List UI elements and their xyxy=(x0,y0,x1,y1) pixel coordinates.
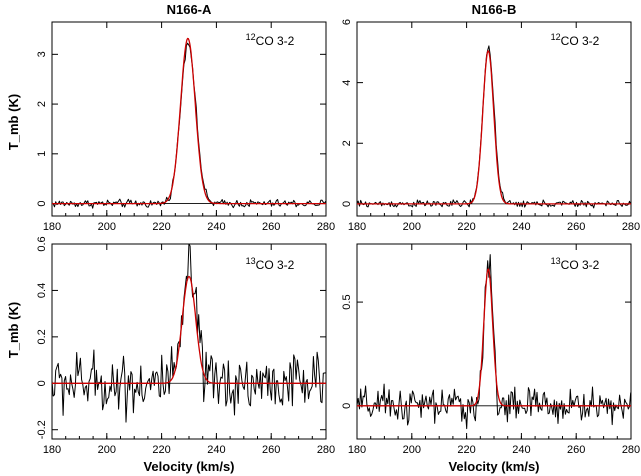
isotope-superscript: 12 xyxy=(551,32,561,42)
x-tick-label: 260 xyxy=(262,444,280,456)
observed-spectrum xyxy=(356,45,632,209)
isotope-superscript: 13 xyxy=(246,256,256,266)
plot-frame xyxy=(51,21,327,217)
isotope-superscript: 12 xyxy=(246,32,256,42)
molecule-transition: CO 3-2 xyxy=(256,34,295,48)
isotope-superscript: 13 xyxy=(551,256,561,266)
panel-n166-b-13co: 180 200 220 240 260 280 0 0.5 13CO 3-2 xyxy=(341,243,640,456)
column-title-n166-a: N166-A xyxy=(167,2,212,17)
x-tick-label: 220 xyxy=(457,444,475,456)
x-tick-label: 220 xyxy=(457,221,475,233)
x-tick-label: 240 xyxy=(512,221,530,233)
y-tick-label: 1 xyxy=(36,151,48,157)
molecule-transition: CO 3-2 xyxy=(561,258,600,272)
x-tick-label: 260 xyxy=(567,221,585,233)
x-axis-title-right: Velocity (km/s) xyxy=(448,459,539,474)
x-tick-label: 240 xyxy=(207,444,225,456)
x-tick-label: 180 xyxy=(43,221,61,233)
line-label: 13CO 3-2 xyxy=(246,256,295,272)
column-title-n166-b: N166-B xyxy=(472,2,517,17)
x-tick-label: 200 xyxy=(403,444,421,456)
x-tick-label: 220 xyxy=(152,444,170,456)
y-axis-title-top: T_mb (K) xyxy=(6,94,21,150)
y-tick-label: 0 xyxy=(341,201,353,207)
x-tick-label: 240 xyxy=(207,221,225,233)
y-tick-label: 2 xyxy=(341,140,353,146)
line-label: 12CO 3-2 xyxy=(246,32,295,48)
y-tick-label: 0.4 xyxy=(36,283,48,298)
observed-spectrum xyxy=(51,42,327,209)
x-tick-label: 180 xyxy=(348,221,366,233)
x-tick-label: 180 xyxy=(43,444,61,456)
x-axis-title-left: Velocity (km/s) xyxy=(143,459,234,474)
line-label: 12CO 3-2 xyxy=(551,32,600,48)
gaussian-fit-line xyxy=(52,37,326,205)
x-tick-label: 200 xyxy=(98,444,116,456)
y-tick-label: 0 xyxy=(36,380,48,386)
molecule-transition: CO 3-2 xyxy=(561,34,600,48)
x-tick-label: 200 xyxy=(98,221,116,233)
y-tick-label: 0.6 xyxy=(36,236,48,251)
observed-spectrum xyxy=(51,243,326,423)
plot-frame xyxy=(51,243,327,440)
y-tick-label: 4 xyxy=(341,80,353,86)
y-tick-label: 3 xyxy=(36,51,48,57)
gaussian-fit-line xyxy=(357,268,631,407)
y-tick-label: 0 xyxy=(36,201,48,207)
panel-n166-b-12co: 180 200 220 240 260 280 0 2 4 6 12CO 3-2 xyxy=(341,19,640,233)
gaussian-fit-line xyxy=(357,50,631,205)
x-tick-label: 200 xyxy=(403,221,421,233)
line-label: 13CO 3-2 xyxy=(551,256,600,272)
x-tick-label: 280 xyxy=(317,444,335,456)
x-tick-label: 260 xyxy=(567,444,585,456)
x-tick-label: 280 xyxy=(622,221,640,233)
y-tick-label: 0.5 xyxy=(341,294,353,309)
x-tick-label: 260 xyxy=(262,221,280,233)
x-tick-label: 180 xyxy=(348,444,366,456)
x-tick-label: 220 xyxy=(152,221,170,233)
panel-n166-a-13co: 180 200 220 240 260 280 -0.2 0 0.2 0.4 0.6 13CO 3-2 xyxy=(36,236,335,456)
y-tick-label: 6 xyxy=(341,19,353,25)
y-axis-title-bottom: T_mb (K) xyxy=(6,302,21,358)
y-tick-label: -0.2 xyxy=(36,420,48,439)
x-tick-label: 240 xyxy=(512,444,530,456)
x-tick-label: 280 xyxy=(317,221,335,233)
molecule-transition: CO 3-2 xyxy=(256,258,295,272)
y-tick-label: 0.2 xyxy=(36,329,48,344)
x-tick-label: 280 xyxy=(622,444,640,456)
y-tick-label: 2 xyxy=(36,101,48,107)
gaussian-fit-line xyxy=(52,275,326,384)
y-tick-label: 0 xyxy=(341,403,353,409)
